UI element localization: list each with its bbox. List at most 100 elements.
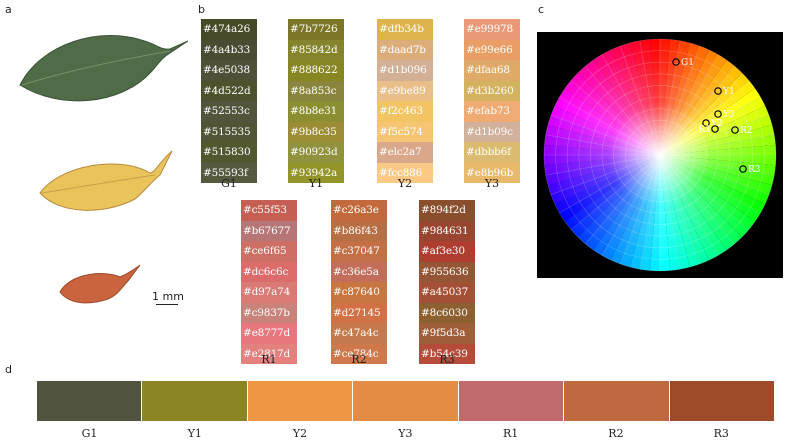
color-code-cell: #e8777d — [241, 323, 297, 344]
color-code-cell: #8c6030 — [419, 302, 475, 323]
color-column-y3: #e99978 #e99e66 #dfaa68 #d3b260 #efab73 #d1b0… — [464, 19, 520, 183]
wheel-grid-spoke — [659, 154, 700, 265]
wheel-point-label: R1 — [698, 125, 711, 135]
wheel-grid-spoke — [659, 45, 700, 156]
color-wheel-panel: G1 Y1 Y3 Y2 R1 R2 R3 — [537, 32, 783, 278]
wheel-grid-spoke — [570, 80, 661, 156]
wheel-grid-spoke — [550, 154, 661, 195]
wheel-grid-ring — [648, 143, 672, 167]
wheel-point-label: R3 — [748, 165, 761, 175]
mean-color-swatch-y3 — [353, 381, 459, 421]
color-code-cell: #c87640 — [331, 282, 387, 303]
color-code-cell: #984631 — [419, 220, 475, 241]
color-code-cell: #d97a74 — [241, 282, 297, 303]
wheel-grid-ring — [543, 38, 777, 272]
color-code-cell: #8b8e31 — [288, 101, 344, 122]
leaf-images — [19, 35, 189, 304]
color-code-cell: #955636 — [419, 261, 475, 282]
wheel-grid-ring — [601, 96, 719, 214]
color-code-cell: #dfaa68 — [464, 60, 520, 81]
color-column-label: R2 — [351, 353, 367, 366]
wheel-grid-ring — [590, 85, 730, 225]
color-code-cell: #dbbb6f — [464, 142, 520, 163]
color-code-cell: #90923d — [288, 142, 344, 163]
color-code-cell: #888622 — [288, 60, 344, 81]
color-code-cell: #515830 — [201, 142, 257, 163]
wheel-point-y3 — [714, 110, 722, 118]
wheel-grid-spoke — [659, 40, 681, 156]
color-code-cell: #e9be89 — [377, 80, 433, 101]
color-code-cell: #d3b260 — [464, 80, 520, 101]
color-code-cell: #f5c574 — [377, 121, 433, 142]
color-code-cell: #4d522d — [201, 80, 257, 101]
color-code-cell: #9f5d3a — [419, 323, 475, 344]
wheel-grid-ring — [566, 61, 754, 249]
mean-color-swatch-r2 — [564, 381, 670, 421]
wheel-grid-spoke — [659, 134, 775, 156]
mean-color-swatch-r1 — [458, 381, 565, 421]
color-code-cell: #c9837b — [241, 302, 297, 323]
color-column-g1: #474a26 #4a4b33 #4e5038 #4d522d #52553c #5155… — [201, 19, 257, 183]
wheel-point-label: R2 — [740, 126, 753, 136]
wheel-grid-spoke — [601, 54, 661, 156]
color-code-cell: #ce6f65 — [241, 241, 297, 262]
color-code-cell: #daad7b — [377, 39, 433, 60]
color-column-r2: #c26a3e #b86f43 #c37047 #c36e5a #c87640 #d271… — [331, 200, 387, 364]
color-code-cell: #c47a4c — [331, 323, 387, 344]
color-code-cell: #4e5038 — [201, 60, 257, 81]
wheel-grid-spoke — [659, 154, 775, 176]
wheel-grid-spoke — [639, 40, 661, 156]
color-code-cell: #85842d — [288, 39, 344, 60]
wheel-point-label: Y2 — [710, 119, 723, 129]
color-column-label: Y2 — [397, 177, 413, 190]
panel-b-label: b — [198, 3, 205, 16]
color-code-cell: #d1b096 — [377, 60, 433, 81]
color-code-cell: #b67677 — [241, 220, 297, 241]
mean-color-label: G1 — [81, 427, 98, 440]
wheel-point-label: Y1 — [722, 87, 735, 97]
color-code-cell: #c37047 — [331, 241, 387, 262]
wheel-grid-ring — [636, 131, 684, 179]
wheel-point-r1 — [711, 125, 719, 133]
red-leaf — [59, 264, 141, 304]
wheel-grid-spoke — [559, 96, 661, 156]
wheel-grid-spoke — [585, 154, 661, 245]
color-code-cell: #515535 — [201, 121, 257, 142]
color-code-cell: #f2c463 — [377, 101, 433, 122]
wheel-grid-spoke — [601, 154, 661, 256]
wheel-grid-spoke — [659, 154, 761, 214]
wheel-grid-spoke — [545, 154, 661, 176]
mean-color-bar — [37, 381, 774, 421]
mean-color-swatch-y2 — [247, 381, 354, 421]
wheel-point-r2 — [731, 126, 739, 134]
color-code-cell: #474a26 — [201, 19, 257, 40]
color-code-cell: #c55f53 — [241, 200, 297, 221]
panel-a-label: a — [5, 3, 12, 16]
wheel-point-y1 — [714, 87, 722, 95]
scale-bar-label: 1 mm — [152, 290, 184, 303]
mean-color-swatch-r3 — [669, 381, 774, 421]
color-code-cell: #elc2a7 — [377, 142, 433, 163]
mean-color-label: R2 — [608, 427, 624, 440]
mean-color-label: R3 — [713, 427, 729, 440]
wheel-point-g1 — [672, 58, 680, 66]
wheel-grid-spoke — [659, 115, 770, 156]
wheel-grid-spoke — [659, 154, 770, 195]
mean-color-swatch-y1 — [142, 381, 248, 421]
wheel-grid-spoke — [659, 65, 735, 156]
color-code-cell: #4a4b33 — [201, 39, 257, 60]
wheel-grid-spoke — [639, 154, 661, 270]
color-code-cell: #55593f — [201, 162, 257, 183]
color-column-label: R1 — [261, 353, 277, 366]
color-column-label: G1 — [221, 177, 237, 190]
color-code-cell: #b54c39 — [419, 343, 475, 364]
wheel-grid-spoke — [659, 154, 735, 245]
color-code-cell: #7b7726 — [288, 19, 344, 40]
yellow-leaf — [39, 150, 173, 211]
color-code-cell: #af3e30 — [419, 241, 475, 262]
color-code-cell: #52553c — [201, 101, 257, 122]
green-leaf — [19, 35, 189, 102]
color-code-cell: #c36e5a — [331, 261, 387, 282]
wheel-point-label: Y3 — [722, 110, 735, 120]
